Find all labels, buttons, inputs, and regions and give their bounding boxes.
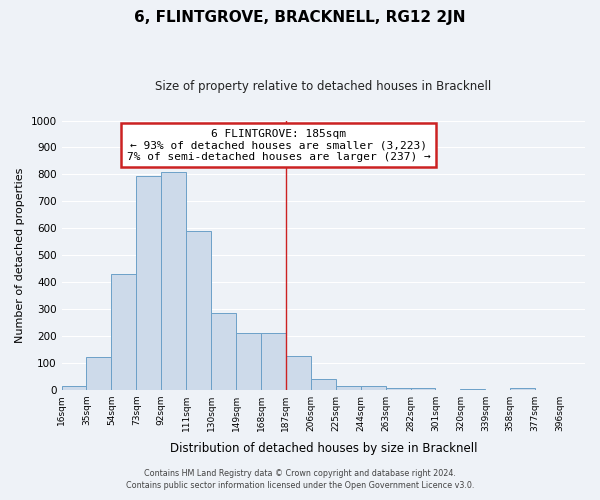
Bar [336, 386, 361, 390]
Text: Contains HM Land Registry data © Crown copyright and database right 2024.
Contai: Contains HM Land Registry data © Crown c… [126, 468, 474, 490]
Bar [311, 379, 336, 390]
Text: 6, FLINTGROVE, BRACKNELL, RG12 2JN: 6, FLINTGROVE, BRACKNELL, RG12 2JN [134, 10, 466, 25]
Bar [236, 333, 261, 390]
Bar [286, 356, 311, 390]
Bar [361, 386, 386, 390]
X-axis label: Distribution of detached houses by size in Bracknell: Distribution of detached houses by size … [170, 442, 477, 455]
Bar [261, 333, 286, 390]
Text: 6 FLINTGROVE: 185sqm
← 93% of detached houses are smaller (3,223)
7% of semi-det: 6 FLINTGROVE: 185sqm ← 93% of detached h… [127, 128, 431, 162]
Bar [460, 389, 485, 390]
Bar [211, 313, 236, 390]
Bar [161, 172, 186, 390]
Bar [112, 274, 136, 390]
Bar [386, 388, 410, 390]
Bar [86, 358, 112, 390]
Bar [62, 386, 86, 390]
Title: Size of property relative to detached houses in Bracknell: Size of property relative to detached ho… [155, 80, 491, 93]
Bar [510, 388, 535, 390]
Bar [410, 388, 436, 390]
Bar [186, 231, 211, 390]
Bar [136, 176, 161, 390]
Y-axis label: Number of detached properties: Number of detached properties [15, 168, 25, 343]
